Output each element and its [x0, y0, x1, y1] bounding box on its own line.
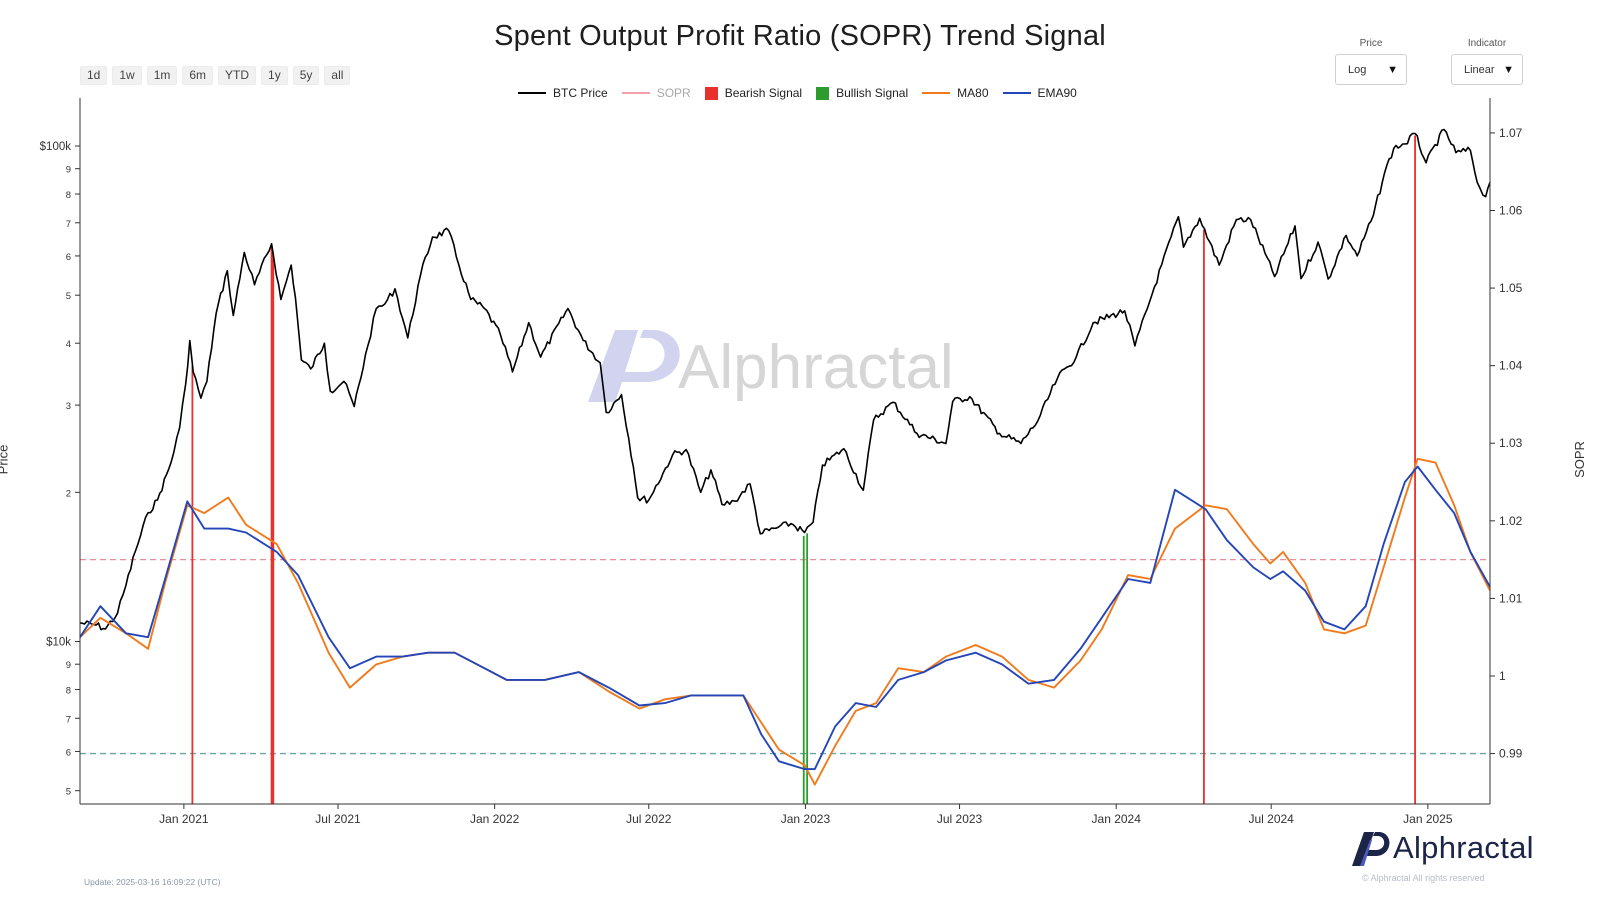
- indicator-scale-value: Linear: [1464, 63, 1495, 76]
- left-tick-label: 9: [66, 660, 71, 671]
- right-tick-label: 1: [1499, 669, 1506, 683]
- range-button-6m[interactable]: 6m: [182, 66, 214, 85]
- legend-item-ma80[interactable]: MA80: [922, 86, 989, 100]
- right-tick-label: 1.07: [1499, 126, 1523, 140]
- x-tick-label: Jul 2022: [626, 812, 672, 826]
- legend-item-btc-price[interactable]: BTC Price: [518, 86, 608, 100]
- left-tick-label: $100k: [40, 141, 72, 153]
- range-button-1d[interactable]: 1d: [80, 66, 108, 85]
- update-timestamp: Update: 2025-03-16 16:09:22 (UTC): [84, 877, 221, 887]
- watermark: Alphractal: [588, 330, 954, 402]
- indicator-scale-label: Indicator: [1467, 38, 1507, 49]
- x-tick-label: Jan 2022: [470, 812, 520, 826]
- legend-item-bullish-signal[interactable]: Bullish Signal: [816, 86, 908, 100]
- left-tick-label: 5: [66, 291, 71, 302]
- watermark-logo-icon: [588, 330, 680, 402]
- left-tick-label: 7: [66, 714, 71, 725]
- left-tick-label: 2: [66, 488, 71, 499]
- left-tick-label: 9: [66, 165, 71, 176]
- legend-square-icon: [816, 86, 830, 100]
- range-button-1w[interactable]: 1w: [112, 66, 142, 85]
- indicator-scale-selector: Indicator Linear ▼: [1451, 38, 1523, 85]
- price-scale-selector: Price Log ▼: [1335, 38, 1407, 85]
- chart-title: Spent Output Profit Ratio (SOPR) Trend S…: [494, 20, 1106, 52]
- chart-axes: Jan 2021 Jul 2021 Jan 2022 Jul 2022 Jan 2023…: [40, 98, 1523, 826]
- left-tick-label: 8: [66, 686, 71, 697]
- price-scale-value: Log: [1348, 63, 1367, 76]
- left-tick-label: 3: [66, 401, 71, 412]
- range-button-5y[interactable]: 5y: [292, 66, 320, 85]
- x-tick-label: Jan 2021: [159, 812, 209, 826]
- legend-line-icon: [922, 92, 951, 94]
- x-tick-label: Jan 2023: [781, 812, 831, 826]
- threshold-lines: [80, 558, 1490, 755]
- legend-label: Bullish Signal: [836, 86, 909, 100]
- legend-label: EMA90: [1037, 86, 1077, 100]
- ema90-line: [79, 465, 1491, 771]
- legend-line-icon: [1002, 92, 1031, 94]
- legend-line-icon: [621, 92, 650, 94]
- right-tick-label: 1.01: [1499, 591, 1523, 605]
- range-button-all[interactable]: all: [324, 66, 351, 85]
- x-tick-label: Jul 2023: [937, 812, 983, 826]
- price-scale-label: Price: [1359, 38, 1383, 49]
- signal-lines: [191, 135, 1416, 804]
- legend-label: SOPR: [656, 86, 691, 100]
- brand-logo: Alphractal: [1350, 828, 1534, 868]
- left-tick-label: 4: [66, 339, 71, 350]
- series-lines: [79, 128, 1491, 786]
- left-tick-label: 8: [66, 190, 71, 201]
- left-tick-label: 7: [66, 219, 71, 230]
- caret-down-icon: ▼: [1503, 63, 1514, 76]
- watermark-text: Alphractal: [678, 333, 954, 402]
- left-tick-label: 5: [66, 787, 71, 798]
- range-button-ytd[interactable]: YTD: [218, 66, 257, 85]
- legend-label: BTC Price: [553, 86, 608, 100]
- right-tick-label: 1.02: [1499, 514, 1523, 528]
- price-scale-dropdown[interactable]: Log ▼: [1335, 54, 1407, 85]
- range-button-1y[interactable]: 1y: [261, 66, 288, 85]
- left-tick-label: $10k: [46, 637, 71, 649]
- legend-line-icon: [518, 92, 546, 94]
- right-tick-label: 1.05: [1499, 281, 1523, 295]
- legend-item-ema90[interactable]: EMA90: [1002, 86, 1077, 100]
- legend-label: MA80: [957, 86, 989, 100]
- btc-price-line: [79, 128, 1491, 631]
- right-tick-label: 1.03: [1499, 436, 1523, 450]
- x-tick-label: Jul 2021: [315, 812, 361, 826]
- right-tick-label: 0.99: [1499, 747, 1523, 761]
- brand-logo-icon: [1352, 832, 1390, 866]
- right-tick-label: 1.04: [1499, 359, 1523, 373]
- right-tick-label: 1.06: [1499, 203, 1523, 217]
- left-tick-label: 6: [66, 252, 71, 263]
- legend-label: Bearish Signal: [724, 86, 803, 100]
- x-tick-label: Jan 2024: [1092, 812, 1142, 826]
- x-tick-label: Jan 2025: [1403, 812, 1453, 826]
- legend-item-sopr[interactable]: SOPR: [621, 86, 691, 100]
- ma80-line: [79, 457, 1491, 786]
- range-button-1m[interactable]: 1m: [146, 66, 178, 85]
- caret-down-icon: ▼: [1387, 63, 1398, 76]
- chart-legend: BTC Price SOPR Bearish Signal Bullish Si…: [518, 86, 1077, 100]
- range-selector: 1d 1w 1m 6m YTD 1y 5y all: [80, 66, 351, 85]
- x-tick-label: Jul 2024: [1248, 812, 1294, 826]
- legend-item-bearish-signal[interactable]: Bearish Signal: [704, 86, 803, 100]
- brand-text: Alphractal: [1393, 830, 1534, 865]
- legend-square-icon: [704, 86, 718, 100]
- indicator-scale-dropdown[interactable]: Linear ▼: [1451, 54, 1523, 85]
- left-tick-label: 6: [66, 747, 71, 758]
- copyright-text: © Alphractal All rights reserved: [1362, 873, 1485, 883]
